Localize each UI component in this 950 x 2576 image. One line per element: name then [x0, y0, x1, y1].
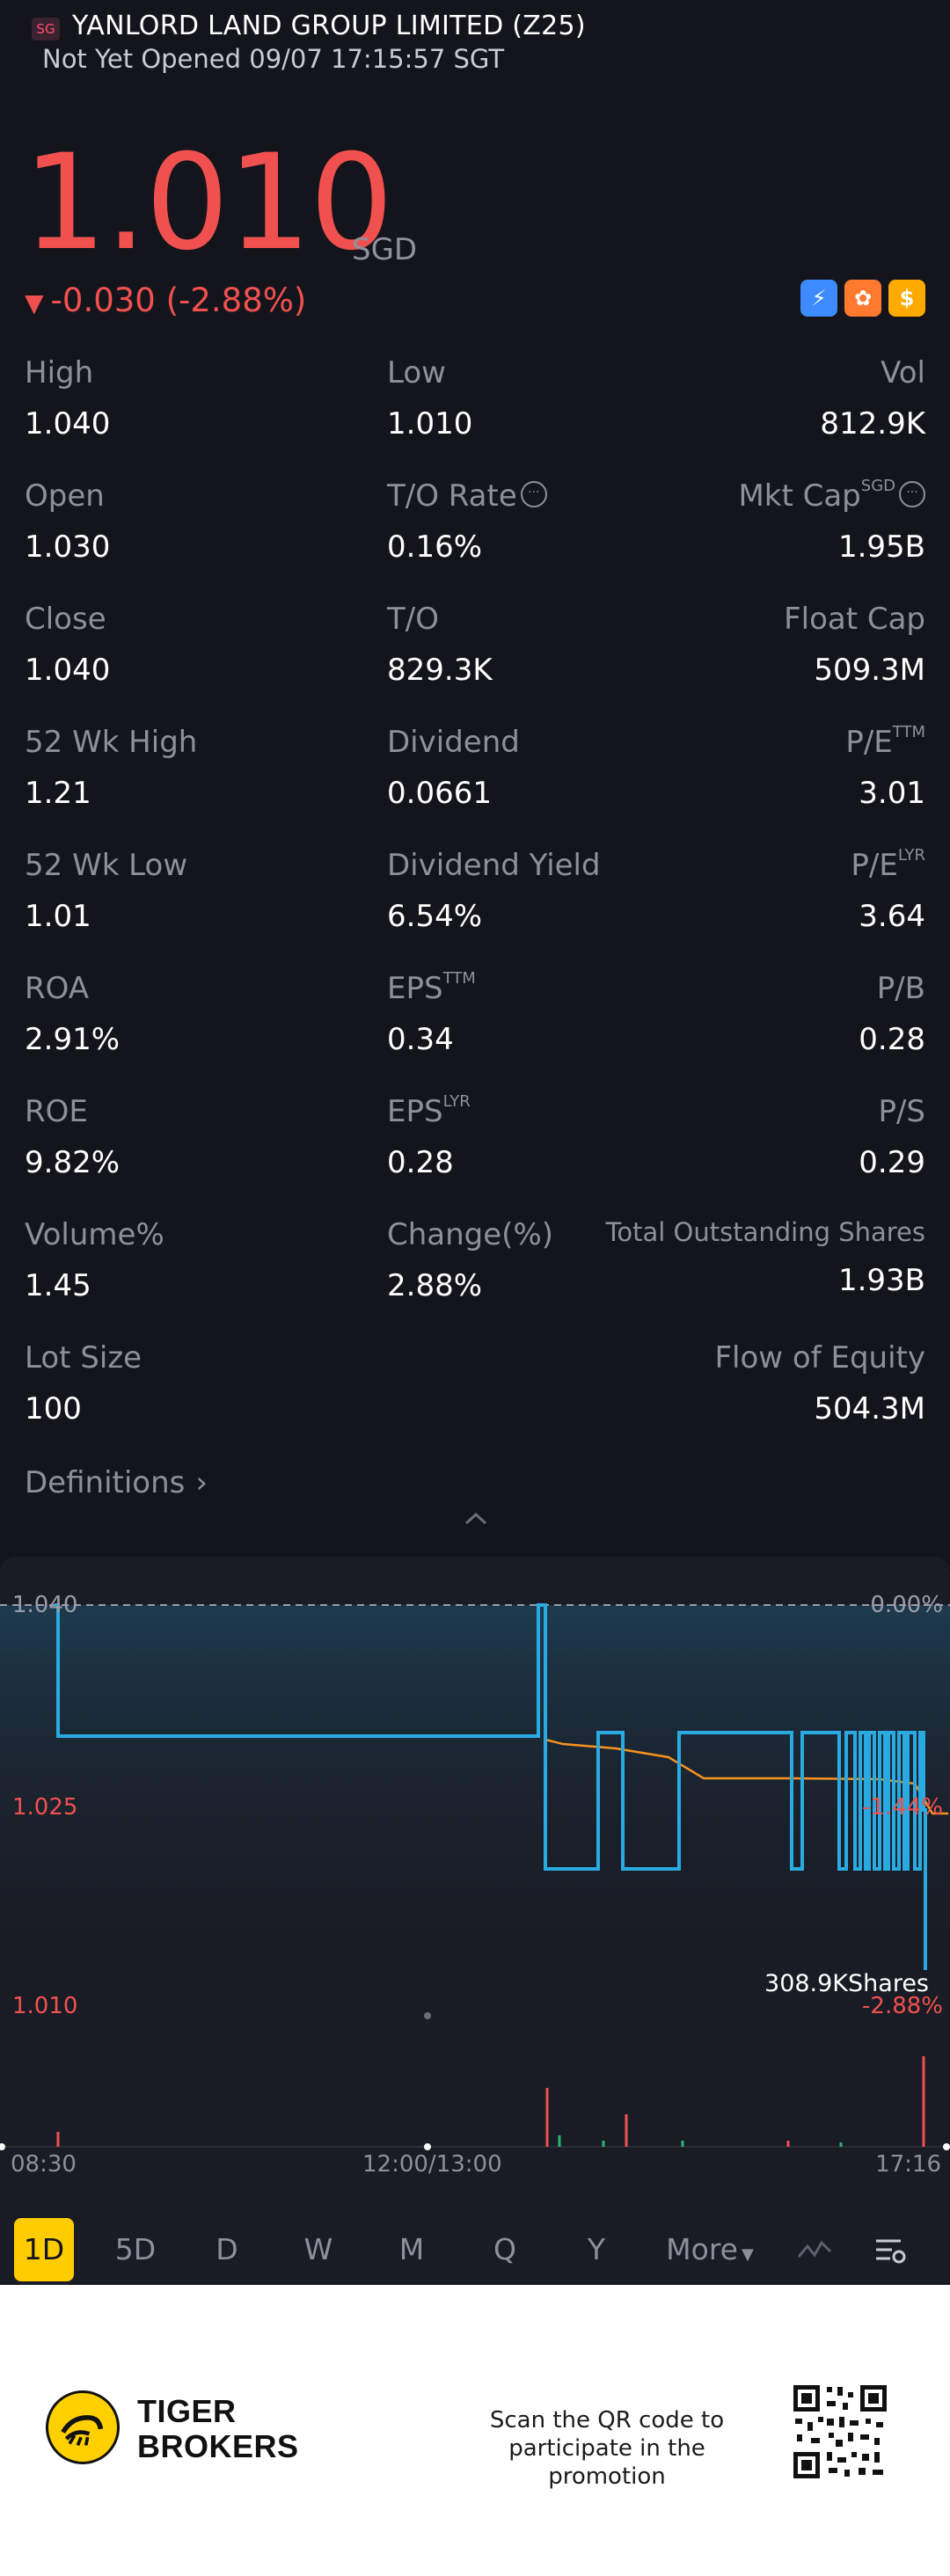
intraday-chart[interactable]: 1.040 0.00% 1.025 -1.44% 1.010 -2.88% 30…: [0, 1557, 950, 2285]
stat-lot-size: Lot Size 100: [25, 1340, 142, 1427]
stock-title: YANLORD LAND GROUP LIMITED (Z25): [72, 11, 586, 41]
stat-float-cap: Float Cap 509.3M: [784, 602, 925, 688]
market-status: Not Yet Opened 09/07 17:15:57 SGT: [42, 44, 505, 74]
chart-style-icon[interactable]: [797, 2239, 832, 2262]
chart-midday-dot: [424, 2143, 431, 2150]
tiger-logo-icon: [46, 2390, 120, 2464]
volume-max-label: 308.9KShares: [764, 1970, 929, 1997]
stat-dividend: Dividend 0.0661: [387, 725, 520, 811]
stat-pe-ttm: P/ETTM 3.01: [845, 723, 925, 811]
stat-high: High 1.040: [25, 355, 111, 441]
tab-month[interactable]: M: [398, 2232, 425, 2266]
stat-vol: Vol 812.9K: [820, 355, 925, 441]
qr-code-icon[interactable]: [792, 2383, 888, 2480]
x-axis-start-label: 08:30: [11, 2151, 77, 2178]
tab-day[interactable]: D: [216, 2232, 238, 2266]
promo-text: Scan the QR code to participate in the p…: [489, 2407, 725, 2490]
y-axis-mid-label: 1.025: [12, 1794, 78, 1821]
definitions-link[interactable]: Definitions ›: [25, 1465, 208, 1500]
down-arrow-icon: ▼: [25, 288, 44, 317]
stat-eps-lyr: EPSLYR 0.28: [387, 1092, 471, 1180]
tab-1d[interactable]: 1D: [14, 2218, 74, 2281]
price-currency: SGD: [352, 232, 418, 267]
dollar-icon[interactable]: $: [888, 280, 925, 317]
pct-axis-bottom-label: -2.88%: [862, 1993, 943, 2019]
promo-footer: TIGER BROKERS Scan the QR code to partic…: [0, 2285, 950, 2576]
tab-year[interactable]: Y: [587, 2232, 606, 2266]
stat-total-shares: Total Outstanding Shares 1.93B: [605, 1217, 925, 1298]
stat-to: T/O 829.3K: [387, 602, 493, 688]
lightning-level1-icon[interactable]: ⚡: [800, 280, 837, 317]
chart-center-dot: [424, 2012, 431, 2019]
reward-icon[interactable]: ✿: [844, 280, 881, 317]
stat-flow-equity: Flow of Equity 504.3M: [714, 1340, 925, 1427]
pct-axis-top-label: 0.00%: [870, 1592, 943, 1618]
stat-open: Open 1.030: [25, 478, 111, 565]
chevron-right-icon: ›: [195, 1465, 208, 1500]
tab-week[interactable]: W: [303, 2232, 333, 2266]
tab-quarter[interactable]: Q: [493, 2232, 516, 2266]
price-change-value: -0.030 (-2.88%): [50, 281, 307, 319]
quote-header: SG YANLORD LAND GROUP LIMITED (Z25) Not …: [0, 0, 950, 88]
pct-axis-mid-label: -1.44%: [862, 1794, 943, 1821]
tab-5d[interactable]: 5D: [114, 2232, 157, 2266]
stat-change-pct: Change(%) 2.88%: [387, 1217, 554, 1303]
stat-low: Low 1.010: [387, 355, 473, 441]
chevron-up-icon[interactable]: [463, 1509, 489, 1527]
chart-canvas[interactable]: [0, 1557, 950, 2207]
more-info-icon[interactable]: ···: [899, 480, 925, 507]
y-axis-top-label: 1.040: [12, 1592, 78, 1618]
stat-mkt-cap[interactable]: Mkt CapSGD ··· 1.95B: [738, 477, 925, 565]
chart-edge-dot: [943, 2143, 950, 2150]
stats-grid: High 1.040 Low 1.010 Vol 812.9K Open 1.030 T…: [0, 355, 950, 1463]
caret-down-icon: ▼: [741, 2245, 754, 2264]
x-axis-end-label: 17:16: [875, 2151, 941, 2178]
stat-to-rate[interactable]: T/O Rate ··· 0.16%: [387, 478, 547, 565]
stat-pb: P/B 0.28: [859, 971, 925, 1057]
stat-52wk-high: 52 Wk High 1.21: [25, 725, 198, 811]
stat-ps: P/S 0.29: [859, 1094, 925, 1180]
timeframe-tabs: 1D 5D D W M Q Y More ▼: [0, 2206, 950, 2285]
stat-pe-lyr: P/ELYR 3.64: [851, 846, 925, 934]
stat-close: Close 1.040: [25, 602, 111, 688]
stat-dividend-yield: Dividend Yield 6.54%: [387, 848, 601, 934]
stat-roe: ROE 9.82%: [25, 1094, 121, 1180]
stat-eps-ttm: EPSTTM 0.34: [387, 969, 476, 1057]
last-price: 1.010: [23, 127, 393, 280]
chart-edge-dot: [0, 2143, 5, 2150]
x-axis-mid-label: 12:00/13:00: [362, 2151, 502, 2178]
y-axis-bottom-label: 1.010: [12, 1993, 78, 2019]
quick-icons: ⚡ ✿ $: [800, 280, 925, 317]
price-line: [55, 1603, 927, 1970]
stat-52wk-low: 52 Wk Low 1.01: [25, 848, 188, 934]
market-badge: SG: [32, 18, 60, 40]
stat-roa: ROA 2.91%: [25, 971, 121, 1057]
chart-settings-icon[interactable]: [873, 2236, 908, 2266]
tab-more[interactable]: More ▼: [666, 2232, 754, 2266]
price-change: ▼ -0.030 (-2.88%): [25, 281, 306, 319]
brand-name: TIGER BROKERS: [137, 2393, 299, 2464]
more-info-icon[interactable]: ···: [520, 480, 547, 507]
price-area-fill: [0, 1605, 950, 1944]
stat-volume-pct: Volume% 1.45: [25, 1217, 164, 1303]
